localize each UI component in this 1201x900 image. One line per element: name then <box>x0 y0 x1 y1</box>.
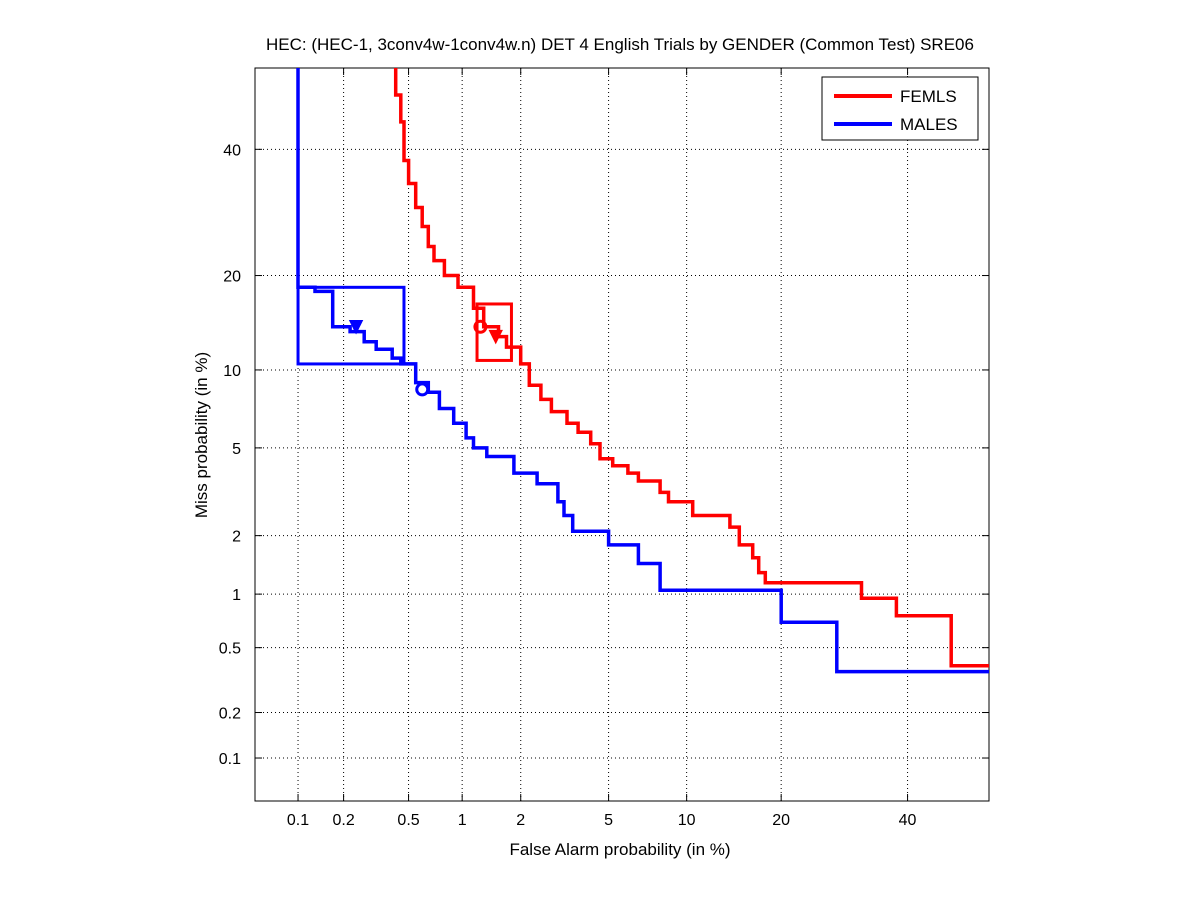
x-tick-label: 40 <box>899 812 917 829</box>
x-tick-label: 0.5 <box>397 812 419 829</box>
y-tick-label: 10 <box>223 363 241 380</box>
x-tick-label: 2 <box>516 812 525 829</box>
y-tick-label: 2 <box>232 529 241 546</box>
x-tick-label: 5 <box>604 812 613 829</box>
femls-actual-dcf-marker <box>488 329 503 345</box>
x-tick-label: 0.1 <box>287 812 309 829</box>
ticks: 0.1 0.2 0.5 1 2 5 10 20 40 0.1 0.2 0.5 1 2 5 10 20 40 <box>219 68 989 829</box>
femls-min-dcf-marker <box>473 319 488 334</box>
series-femls <box>393 68 989 668</box>
series-males <box>296 68 989 674</box>
legend-label-males: MALES <box>900 115 958 134</box>
chart-title: HEC: (HEC-1, 3conv4w-1conv4w.n) DET 4 En… <box>266 35 974 54</box>
legend-label-femls: FEMLS <box>900 87 957 106</box>
males-min-dcf-marker <box>415 382 430 397</box>
males-actual-dcf-marker <box>348 320 364 335</box>
plot-area: 0.1 0.2 0.5 1 2 5 10 20 40 0.1 0.2 0.5 1 2 5 10 20 40 <box>219 67 990 829</box>
x-tick-label: 10 <box>678 812 696 829</box>
legend: FEMLS MALES <box>821 76 979 141</box>
y-tick-label: 1 <box>232 587 241 604</box>
x-tick-label: 20 <box>772 812 790 829</box>
y-tick-label: 5 <box>232 441 241 458</box>
series-layer <box>296 68 989 674</box>
axes-box <box>254 67 990 802</box>
males-det-curve <box>296 68 989 674</box>
y-tick-label: 20 <box>223 269 241 286</box>
males-confidence-box <box>296 285 406 366</box>
legend-box <box>821 76 979 141</box>
x-tick-label: 1 <box>458 812 467 829</box>
x-tick-label: 0.2 <box>332 812 354 829</box>
y-tick-label: 0.5 <box>219 641 241 658</box>
y-tick-label: 0.1 <box>219 751 241 768</box>
x-axis-label: False Alarm probability (in %) <box>509 840 730 859</box>
y-axis-label: Miss probability (in %) <box>192 352 211 518</box>
femls-det-curve <box>393 68 989 668</box>
y-tick-label: 40 <box>223 142 241 159</box>
y-tick-label: 0.2 <box>219 706 241 723</box>
